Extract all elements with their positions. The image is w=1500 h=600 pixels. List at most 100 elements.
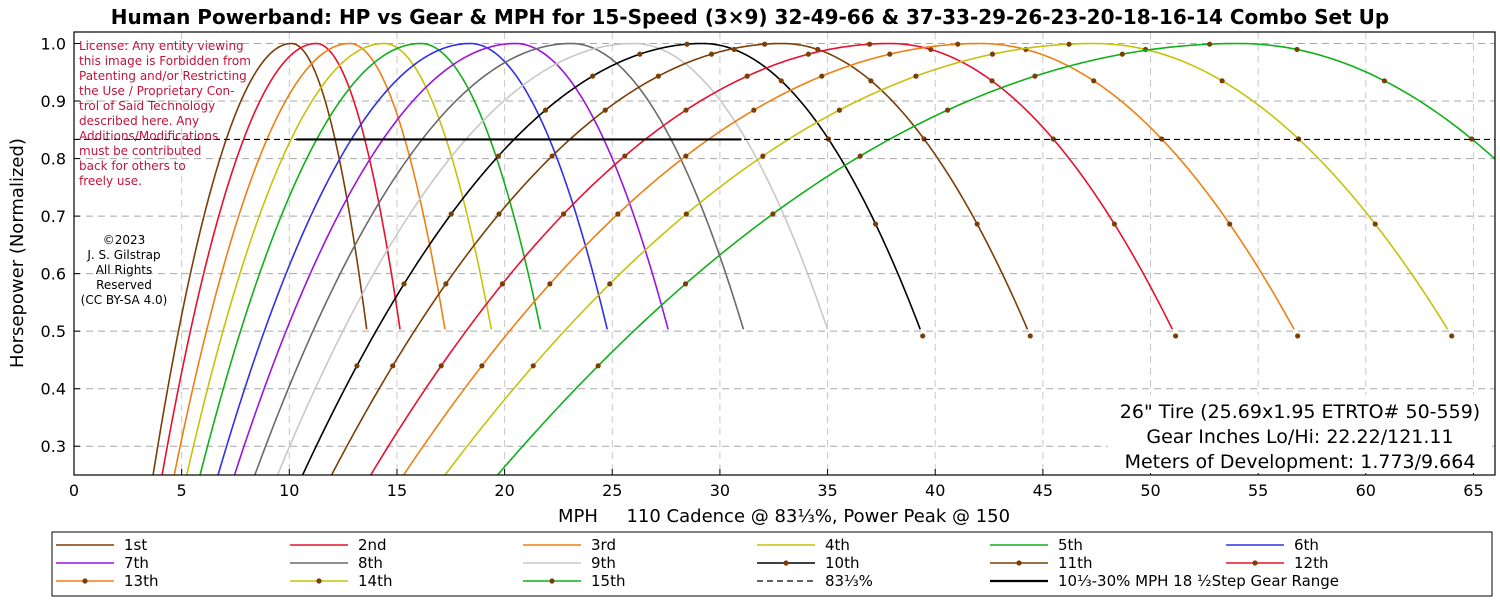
y-tick-label: 0.8 (41, 150, 66, 169)
series-marker-11th (1027, 333, 1033, 339)
series-marker-15th (1294, 46, 1300, 53)
series-line-14th (444, 42, 1449, 475)
series-marker-15th (1119, 51, 1125, 57)
x-tick-label: 35 (817, 481, 837, 500)
series-layer (152, 41, 1495, 475)
series-marker-12th (622, 153, 628, 159)
series-line-11th (330, 42, 1029, 475)
series-marker-15th (770, 211, 776, 217)
legend-label: 6th (1294, 536, 1319, 554)
info-line: Gear Inches Lo/Hi: 22.22/121.11 (1146, 426, 1453, 448)
series-marker-10th (354, 363, 360, 369)
x-tick-label: 60 (1356, 481, 1376, 500)
series-marker-15th (1207, 41, 1213, 47)
tire-info-box: 26" Tire (25.69x1.95 ETRTO# 50-559) Gear … (1108, 395, 1492, 473)
y-tick-label: 1.0 (41, 35, 66, 54)
series-marker-13th (615, 211, 621, 217)
series-marker-13th (683, 153, 689, 159)
series-marker-11th (762, 41, 768, 47)
series-marker-11th (549, 153, 555, 159)
legend-marker (549, 578, 555, 584)
series-marker-10th (637, 51, 643, 57)
series-marker-10th (920, 333, 926, 339)
series-marker-11th (602, 107, 608, 113)
series-line-12th (369, 42, 1174, 475)
chart-title: Human Powerband: HP vs Gear & MPH for 15… (111, 5, 1389, 29)
series-marker-13th (479, 363, 485, 369)
legend-label: 3rd (591, 536, 616, 554)
legend-marker (316, 578, 322, 584)
series-line-4th (185, 42, 493, 475)
series-marker-15th (1032, 73, 1038, 79)
series-marker-11th (390, 363, 396, 369)
series-marker-14th (989, 51, 996, 57)
series-marker-14th (530, 363, 536, 369)
legend-marker (1252, 560, 1258, 566)
series-marker-13th (887, 51, 893, 57)
legend-label: 11th (1058, 554, 1092, 572)
series-marker-11th (974, 221, 980, 227)
series-marker-11th (868, 78, 874, 84)
series-marker-14th (1372, 221, 1378, 227)
legend-label: 10⅓-30% MPH 18 ½Step Gear Range (1058, 572, 1339, 590)
x-tick-label: 55 (1248, 481, 1268, 500)
series-line-15th (496, 42, 1495, 475)
x-tick-label: 40 (925, 481, 945, 500)
series-line-13th (402, 42, 1295, 475)
series-marker-12th (438, 363, 444, 369)
license-note: License: Any entity viewing this image is… (79, 39, 251, 188)
series-marker-12th (1111, 221, 1117, 227)
series-marker-15th (944, 107, 951, 113)
x-tick-label: 25 (602, 481, 622, 500)
series-marker-13th (1227, 221, 1233, 227)
series-line-9th (276, 42, 829, 475)
series-marker-13th (819, 73, 825, 79)
x-tick-label: 15 (387, 481, 407, 500)
x-tick-label: 5 (177, 481, 187, 500)
info-box-background (1108, 395, 1492, 473)
series-marker-12th (499, 281, 505, 287)
plot-frame (73, 31, 1496, 476)
y-axis-label: Horsepower (Normalized) (7, 138, 28, 368)
series-marker-13th (1159, 136, 1165, 142)
y-tick-label: 0.5 (41, 322, 66, 341)
legend-label: 9th (591, 554, 616, 572)
copyright-text: ©2023 J. S. Gilstrap All Rights Reserved (CC… (81, 233, 168, 307)
y-tick-label: 0.4 (41, 380, 66, 399)
y-tick-label: 0.6 (41, 265, 66, 284)
legend-label: 10th (825, 554, 859, 572)
legend-label: 14th (358, 572, 392, 590)
series-line-6th (217, 42, 609, 475)
legend-label: 4th (825, 536, 850, 554)
legend-label: 8th (358, 554, 383, 572)
series-marker-11th (655, 73, 661, 79)
series-marker-12th (1050, 136, 1056, 142)
series-marker-15th (1469, 136, 1475, 142)
series-marker-14th (683, 211, 689, 217)
series-marker-12th (561, 211, 567, 217)
legend-label: 2nd (358, 536, 387, 554)
series-line-8th (253, 42, 745, 475)
tick-layer: 0 5 10 15 20 25 30 35 40 45 50 55 60 65 0.3 0.4 0.5 0.6 0.… (41, 35, 1484, 500)
legend-label: 83⅓% (825, 572, 873, 590)
series-marker-10th (872, 221, 879, 227)
x-axis-label: MPH 110 Cadence @ 83⅓%, Power Peak @ 150 (558, 506, 1010, 527)
series-marker-15th (595, 363, 601, 369)
x-tick-label: 45 (1033, 481, 1053, 500)
info-line: Meters of Development: 1.773/9.664 (1125, 451, 1476, 473)
legend-marker (1016, 560, 1022, 566)
series-marker-13th (547, 281, 553, 287)
legend-label: 5th (1058, 536, 1083, 554)
series-marker-10th (590, 73, 596, 79)
legend-label: 15th (591, 572, 625, 590)
legend-label: 12th (1294, 554, 1328, 572)
x-tick-label: 65 (1463, 481, 1483, 500)
series-marker-12th (867, 41, 873, 47)
series-marker-11th (708, 51, 715, 57)
series-marker-11th (496, 211, 502, 217)
series-marker-14th (1449, 333, 1455, 339)
series-marker-14th (760, 153, 766, 159)
series-marker-15th (857, 153, 863, 159)
legend-label: 7th (124, 554, 149, 572)
